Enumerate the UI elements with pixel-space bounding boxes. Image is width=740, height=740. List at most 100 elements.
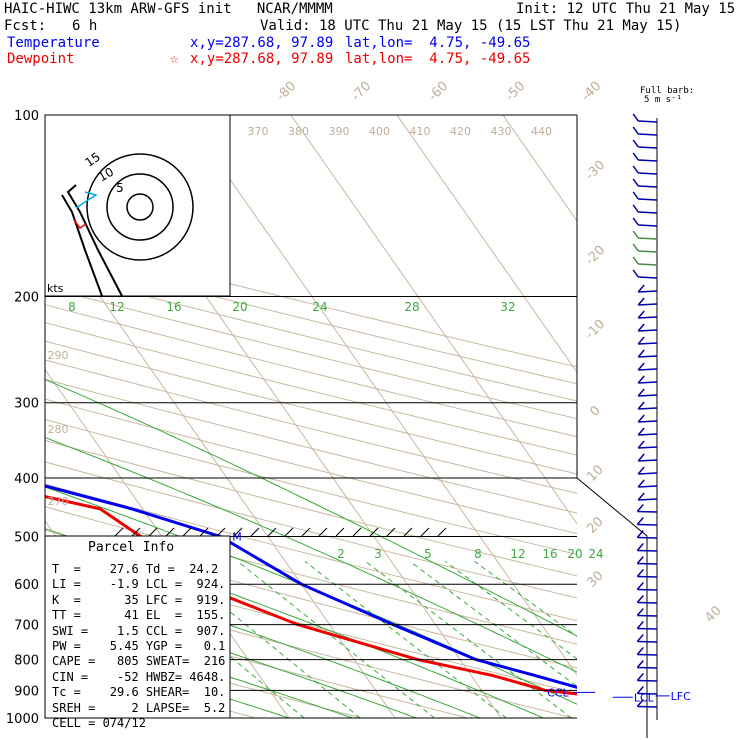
hatch-mark (182, 527, 192, 537)
theta-label: 390 (329, 125, 350, 138)
isotherm-label: 10 (584, 462, 606, 484)
wind-barb-flag (636, 685, 644, 694)
pressure-tick-label: 500 (14, 530, 39, 545)
hatch-mark (250, 527, 260, 537)
wind-barb (637, 510, 658, 513)
fcst-value: 6 h (72, 18, 98, 34)
mixing-ratio-label: 12 (109, 300, 124, 314)
parcel-info-table: T = 27.6 Td = 24.2 LI = -1.9 LCL = 924. K … (52, 562, 225, 731)
mixing-ratio-label: 20 (232, 300, 247, 314)
pressure-tick-label: 700 (14, 619, 39, 634)
wind-barb-flag (636, 516, 644, 525)
wind-barb-flag (636, 698, 644, 707)
mixing-ratio-label: 24 (588, 547, 603, 561)
wind-barb (637, 705, 658, 708)
mixing-ratio-label: 8 (474, 547, 482, 561)
dewpoint-legend-label: Dewpoint (7, 51, 75, 67)
hatch-mark (318, 527, 328, 537)
hatch-mark (284, 527, 294, 537)
dry-adiabat-line (45, 304, 577, 438)
isotherm-line (609, 115, 740, 718)
theta-label: 420 (450, 125, 471, 138)
mixing-ratio-label: 2 (337, 547, 345, 561)
isotherm-line (290, 115, 577, 525)
isotherm-label: -20 (583, 243, 609, 269)
wind-barb-flag (637, 310, 645, 319)
mixing-ratio-line (115, 561, 305, 718)
hodograph-trace-cyan (75, 191, 98, 209)
mixing-ratio-label: 5 (424, 547, 432, 561)
hodograph-ring-label: 5 (116, 181, 124, 195)
isotherm-line (184, 115, 577, 677)
wind-barb-flag (636, 594, 644, 603)
wind-barb (637, 562, 658, 565)
wind-barb (638, 172, 658, 175)
isotherm-label: -30 (583, 158, 609, 184)
mixing-ratio-line (237, 561, 435, 718)
wind-barb-flag (632, 178, 639, 187)
wind-barb-flag (632, 165, 639, 174)
wind-barb-flag (637, 479, 645, 488)
parcel-row: LI = -1.9 LCL = 924. (52, 577, 226, 592)
theta-label: 430 (491, 125, 512, 138)
wind-barb-flag (636, 659, 644, 668)
hodograph-ring (126, 193, 154, 221)
star-icon: ☆ (170, 51, 179, 67)
wind-barb-flag (632, 204, 639, 213)
wind-barb-flag (632, 139, 639, 148)
wind-barb (638, 459, 658, 462)
hatch-mark (335, 527, 345, 537)
wind-barb-flag (637, 414, 645, 423)
wind-barb (638, 146, 658, 149)
wind-barb-flag (637, 362, 645, 371)
parcel-row: CELL = 074/12 (52, 716, 146, 731)
hatch-mark (148, 527, 158, 537)
wind-barb (637, 575, 658, 578)
wind-barb-flag (636, 581, 644, 590)
wind-barb-flag (632, 126, 639, 135)
theta-label: 280 (48, 423, 69, 436)
hatch-mark (216, 527, 226, 537)
dry-adiabat-line (45, 439, 577, 577)
wind-barb (637, 679, 658, 682)
wind-barb (637, 692, 658, 695)
wind-barb-flag (637, 388, 645, 397)
temperature-legend-xy: x,y=287.68, 97.89 (190, 35, 334, 51)
parcel-row: PW = 5.45 YGP = 0.1 (52, 639, 226, 654)
isotherm-label: -70 (349, 79, 375, 105)
wind-barb (638, 120, 658, 123)
dry-adiabat-line (45, 631, 364, 718)
wind-barb-flag (636, 542, 644, 551)
wind-barb-flag (636, 555, 644, 564)
theta-label: 270 (48, 495, 69, 508)
wind-barb (638, 433, 658, 436)
wind-barb (638, 498, 658, 501)
box-edge-right (576, 477, 648, 738)
wind-barb (638, 198, 658, 201)
wind-barb-flag (637, 453, 645, 462)
parcel-row: SREH = 2 LAPSE= 5.2 (52, 700, 226, 715)
pressure-tick-label: 400 (14, 472, 39, 487)
hatch-mark (267, 527, 277, 537)
isotherm-label: -50 (503, 79, 529, 105)
parcel-info-title: Parcel Info (88, 540, 175, 555)
theta-label: 370 (248, 125, 269, 138)
dry-adiabat-line (45, 506, 577, 645)
wind-barb (638, 250, 658, 253)
isotherm-line (502, 115, 577, 222)
hatch-mark (114, 527, 124, 537)
hatch-mark (233, 527, 243, 537)
theta-label: 410 (410, 125, 431, 138)
temperature-line (45, 484, 577, 689)
wind-barb (638, 237, 658, 240)
theta-label: 290 (48, 349, 69, 362)
wind-barb (638, 394, 658, 397)
hatch-mark (352, 527, 362, 537)
wind-barb-flag (637, 401, 645, 410)
wind-barb (637, 549, 658, 552)
mixing-ratio-line (445, 561, 577, 660)
wind-barb-flag (636, 633, 644, 642)
wind-barb (638, 329, 658, 332)
mixing-ratio-label: 12 (510, 547, 525, 561)
